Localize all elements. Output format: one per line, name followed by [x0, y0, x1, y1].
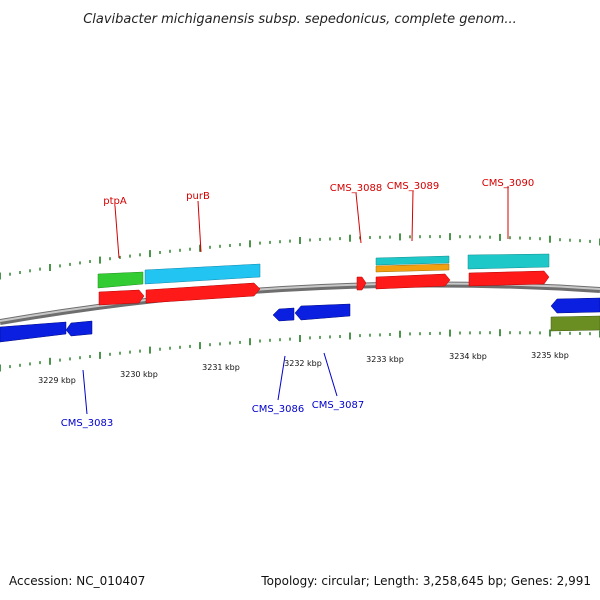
scale-label: 3234 kbp — [449, 352, 487, 361]
reverse-gene-labels: CMS_3083 CMS_3086 CMS_3087 — [61, 352, 364, 429]
scale-labels: 3229 kbp 3230 kbp 3231 kbp 3232 kbp 3233… — [38, 351, 569, 385]
gene-label-CMS_3090[interactable]: CMS_3090 — [482, 178, 534, 189]
accession-text: Accession: NC_010407 — [9, 574, 145, 588]
label-leader-line — [114, 205, 120, 259]
gene-label-ptpA[interactable]: ptpA — [103, 196, 127, 207]
gene-feature-ptpA-green[interactable] — [97, 271, 144, 289]
label-leader-line — [277, 355, 286, 401]
outer-scale-ticks — [0, 233, 600, 280]
gene-feature-CMS_3089-red[interactable] — [375, 273, 451, 290]
scale-label: 3229 kbp — [38, 376, 76, 385]
gene-feature-purB-red[interactable] — [145, 282, 261, 304]
scale-label: 3231 kbp — [202, 363, 240, 372]
gene-feature-edge-blue[interactable] — [550, 297, 600, 314]
gene-feature-CMS_3083-b[interactable] — [65, 320, 93, 337]
genome-backbone — [0, 281, 600, 325]
scale-label: 3230 kbp — [120, 370, 158, 379]
gene-feature-CMS_3083-a[interactable] — [0, 321, 67, 343]
scale-label: 3232 kbp — [284, 359, 322, 368]
topology-text: Topology: circular; Length: 3,258,645 bp… — [260, 574, 591, 588]
gene-feature-CMS_3086[interactable] — [272, 307, 295, 322]
gene-label-CMS_3089[interactable]: CMS_3089 — [387, 181, 439, 192]
gene-label-CMS_3083[interactable]: CMS_3083 — [61, 418, 113, 429]
label-leader-line — [355, 192, 362, 244]
forward-features — [97, 253, 550, 306]
gene-feature-ptpA-red[interactable] — [98, 289, 145, 306]
gene-feature-CMS_3088[interactable] — [356, 276, 367, 291]
label-leader-line — [411, 190, 414, 242]
gene-label-CMS_3087[interactable]: CMS_3087 — [312, 400, 364, 411]
inner-scale-ticks — [0, 329, 600, 372]
gene-feature-CMS_3087[interactable] — [294, 303, 351, 321]
forward-gene-labels: ptpA purB CMS_3088 CMS_3089 CMS_3090 — [103, 178, 534, 259]
scale-label: 3235 kbp — [531, 351, 569, 360]
gene-feature-CMS_3090-cyan[interactable] — [467, 253, 550, 270]
gene-feature-purB-lightblue[interactable] — [144, 263, 261, 285]
gene-feature-CMS_3090-red[interactable] — [468, 270, 550, 287]
map-title: Clavibacter michiganensis subsp. sepedon… — [83, 12, 517, 27]
scale-label: 3233 kbp — [366, 355, 404, 364]
gene-feature-edge-olive[interactable] — [550, 315, 600, 332]
label-leader-line — [323, 352, 338, 397]
label-leader-line — [82, 369, 88, 415]
gene-feature-CMS_3089-orange[interactable] — [375, 263, 450, 273]
label-leader-line — [197, 200, 202, 253]
gene-label-CMS_3086[interactable]: CMS_3086 — [252, 404, 304, 415]
gene-feature-CMS_3089-cyan[interactable] — [375, 255, 450, 266]
reverse-features — [0, 297, 600, 343]
gene-label-purB[interactable]: purB — [186, 191, 210, 202]
gene-label-CMS_3088[interactable]: CMS_3088 — [330, 183, 382, 194]
